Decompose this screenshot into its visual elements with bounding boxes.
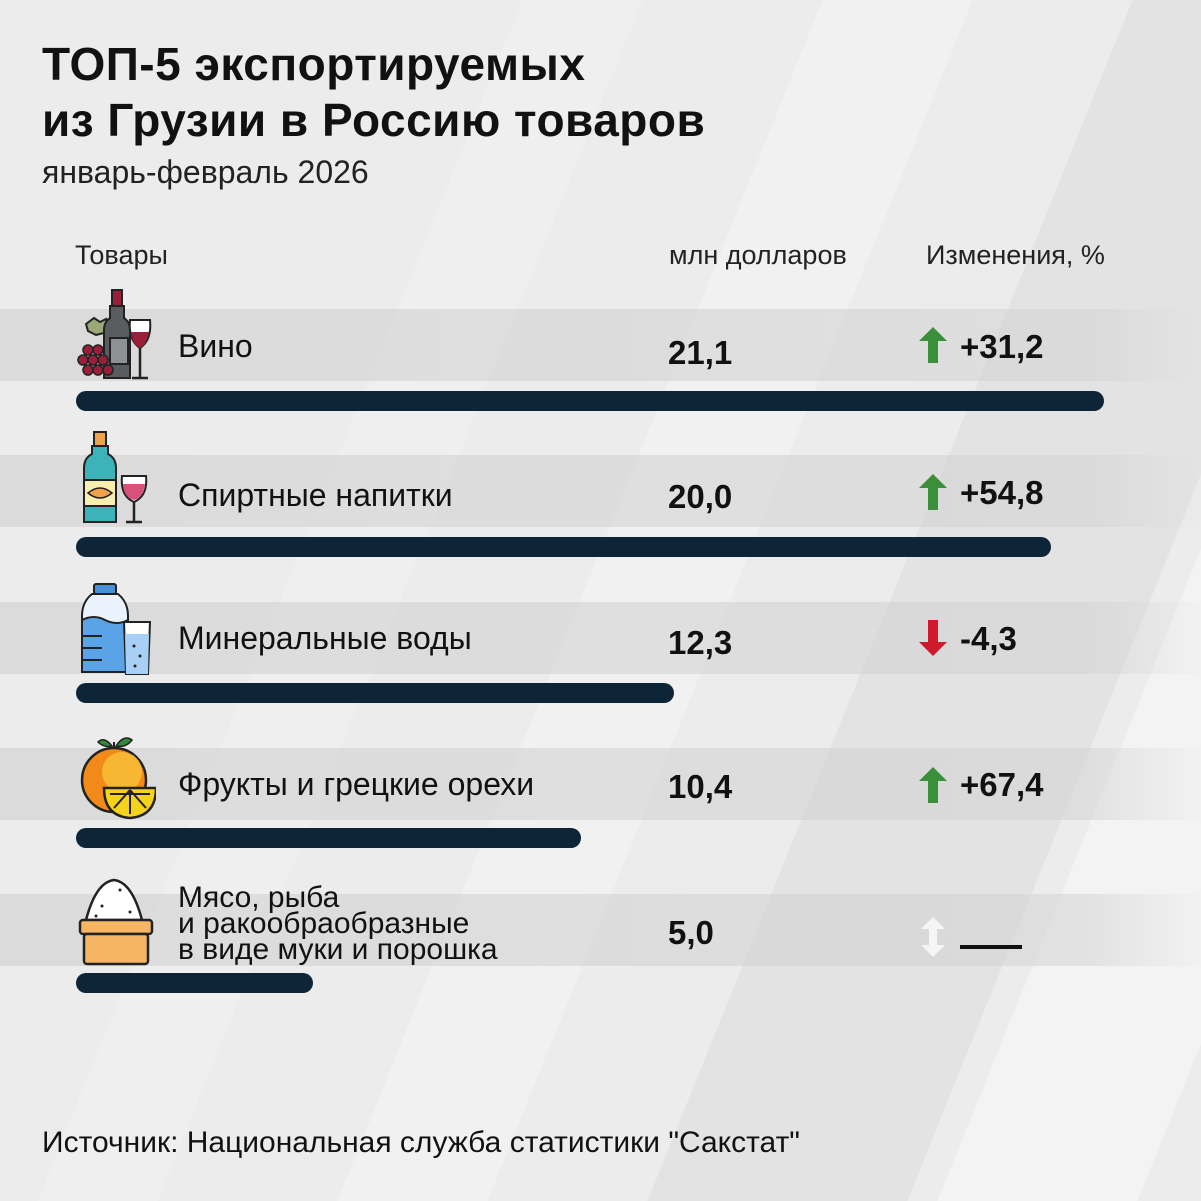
title-line-1: ТОП-5 экспортируемых [42, 38, 586, 90]
row-band [0, 455, 1201, 527]
value-bar [76, 828, 581, 848]
row-band [0, 748, 1201, 820]
column-header-value: млн долларов [669, 240, 847, 270]
value-bar [76, 391, 1104, 411]
row-label-line: в виде муки и порошка [178, 933, 498, 966]
row-value: 12,3 [668, 624, 733, 661]
column-header-change: Изменения, % [926, 240, 1105, 270]
source-note: Источник: Национальная служба статистики… [42, 1126, 800, 1159]
row-label: Вино [178, 328, 253, 364]
flour-sack-icon [78, 878, 154, 966]
value-bar [76, 537, 1051, 557]
water-icon [81, 583, 152, 675]
orange-icon [80, 737, 156, 820]
row-value: 10,4 [668, 768, 733, 805]
arrow-up-icon [919, 474, 947, 510]
column-header-goods: Товары [75, 240, 168, 270]
row-label: Мясо, рыба и ракообраобразные в виде мук… [178, 881, 498, 966]
row-label-line: и ракообраобразные [178, 907, 470, 940]
arrow-up-icon [919, 327, 947, 363]
neutral-arrow-icon [921, 917, 945, 957]
arrow-down-icon [919, 620, 947, 656]
row-change: -4,3 [960, 620, 1017, 657]
row-value: 20,0 [668, 478, 733, 515]
row-value: 21,1 [668, 334, 733, 371]
no-change-dash [960, 945, 1022, 949]
wine-icon [77, 289, 152, 380]
value-bar [76, 683, 674, 703]
row-label-line: Мясо, рыба [178, 881, 340, 914]
row-change: +54,8 [960, 474, 1044, 511]
row-label: Фрукты и грецкие орехи [178, 766, 535, 802]
title-line-2: из Грузии в Россию товаров [42, 94, 706, 146]
row-change: +31,2 [960, 328, 1044, 365]
row-change: +67,4 [960, 766, 1044, 803]
row-band [0, 309, 1201, 381]
value-bar [76, 973, 313, 993]
arrow-up-icon [919, 767, 947, 803]
row-label: Минеральные воды [178, 620, 472, 656]
subtitle: январь-февраль 2026 [42, 154, 369, 190]
spirits-icon [83, 431, 148, 524]
page-title: ТОП-5 экспортируемых из Грузии в Россию … [42, 36, 705, 148]
row-band [0, 602, 1201, 674]
row-value: 5,0 [668, 914, 714, 951]
row-label: Спиртные напитки [178, 477, 453, 513]
row-band [0, 894, 1201, 966]
